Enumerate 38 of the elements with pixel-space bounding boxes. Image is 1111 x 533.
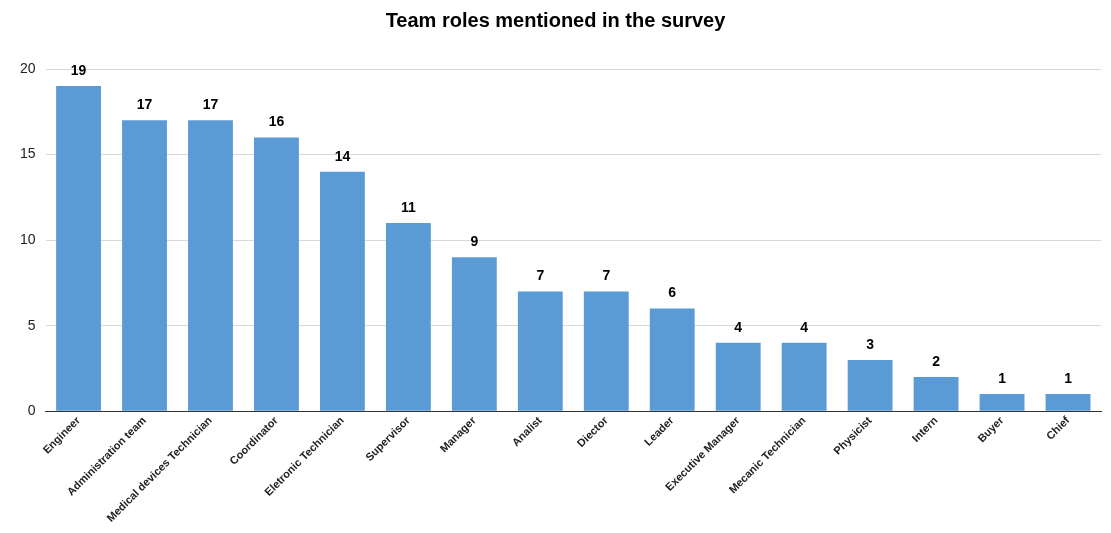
data-label: 1 [1064, 369, 1073, 386]
bar [56, 86, 101, 411]
bar [1045, 394, 1091, 411]
data-label: 6 [668, 284, 677, 301]
data-label: 16 [268, 113, 285, 130]
y-tick-label: 0 [27, 402, 36, 419]
y-tick-label: 15 [19, 145, 36, 162]
data-label: 7 [602, 267, 611, 284]
data-label: 17 [202, 96, 219, 113]
chart-title: Team roles mentioned in the survey [385, 8, 727, 31]
bar [385, 223, 431, 411]
bar [122, 120, 167, 411]
bar [913, 377, 959, 411]
bar [583, 291, 629, 411]
y-tick-label: 10 [19, 230, 36, 247]
data-label: 14 [334, 147, 351, 164]
data-label: 1 [998, 369, 1007, 386]
data-label: 19 [70, 61, 87, 78]
data-label: 2 [932, 352, 941, 369]
bar [649, 308, 695, 411]
bar [319, 171, 365, 411]
data-label: 3 [866, 335, 875, 352]
bar [979, 394, 1025, 411]
data-label: 17 [136, 96, 153, 113]
data-label: 4 [734, 318, 743, 335]
bar [715, 342, 761, 411]
data-label: 7 [536, 267, 545, 284]
y-tick-label: 5 [27, 316, 36, 333]
bar [847, 359, 893, 411]
data-label: 9 [470, 233, 479, 250]
bar [781, 342, 827, 411]
bar [188, 120, 233, 411]
bar [451, 257, 497, 411]
y-tick-label: 20 [19, 59, 36, 76]
bar [254, 137, 299, 411]
bar [517, 291, 563, 411]
data-label: 4 [800, 318, 809, 335]
data-label: 11 [400, 198, 416, 215]
